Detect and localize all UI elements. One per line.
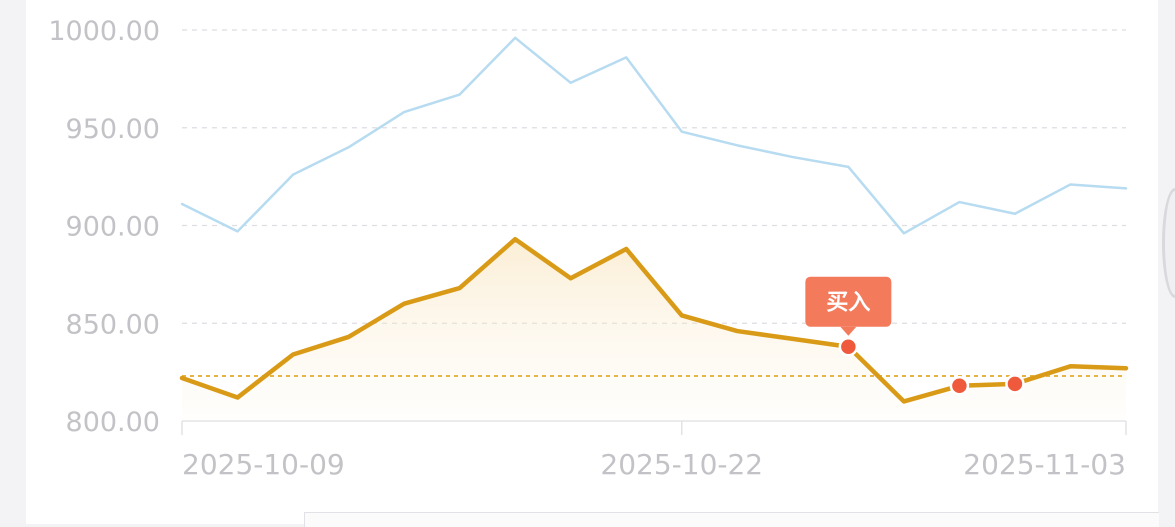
y-tick-label: 900.00 xyxy=(66,212,160,243)
x-tick-label: 2025-10-22 xyxy=(600,448,763,481)
main-series-area xyxy=(182,239,1126,421)
y-tick-label: 850.00 xyxy=(66,309,160,340)
buy-marker-point xyxy=(838,336,859,357)
upper-series-line xyxy=(180,36,1128,235)
y-tick-label: 800.00 xyxy=(66,407,160,438)
buy-annotation-label: 买入 xyxy=(826,291,870,316)
area-fill xyxy=(182,239,1126,421)
buy-annotation-bubble xyxy=(805,276,892,327)
buy-marker-point xyxy=(1005,374,1025,394)
buy-annotation: 买入 xyxy=(805,276,892,336)
x-tick-label: 2025-11-03 xyxy=(963,448,1126,481)
y-axis: 800.00 850.00 900.00 950.00 1000.00 xyxy=(48,16,160,438)
markers xyxy=(838,336,1025,396)
bottom-panel xyxy=(304,512,1159,527)
y-tick-label: 1000.00 xyxy=(48,16,160,47)
y-tick-label: 950.00 xyxy=(66,114,160,145)
x-axis: 2025-10-09 2025-10-22 2025-11-03 xyxy=(181,420,1127,481)
chart-card xyxy=(26,0,1158,524)
buy-marker-point xyxy=(949,376,970,396)
x-tick-label: 2025-10-09 xyxy=(182,448,345,481)
buy-annotation-pointer xyxy=(840,326,857,336)
